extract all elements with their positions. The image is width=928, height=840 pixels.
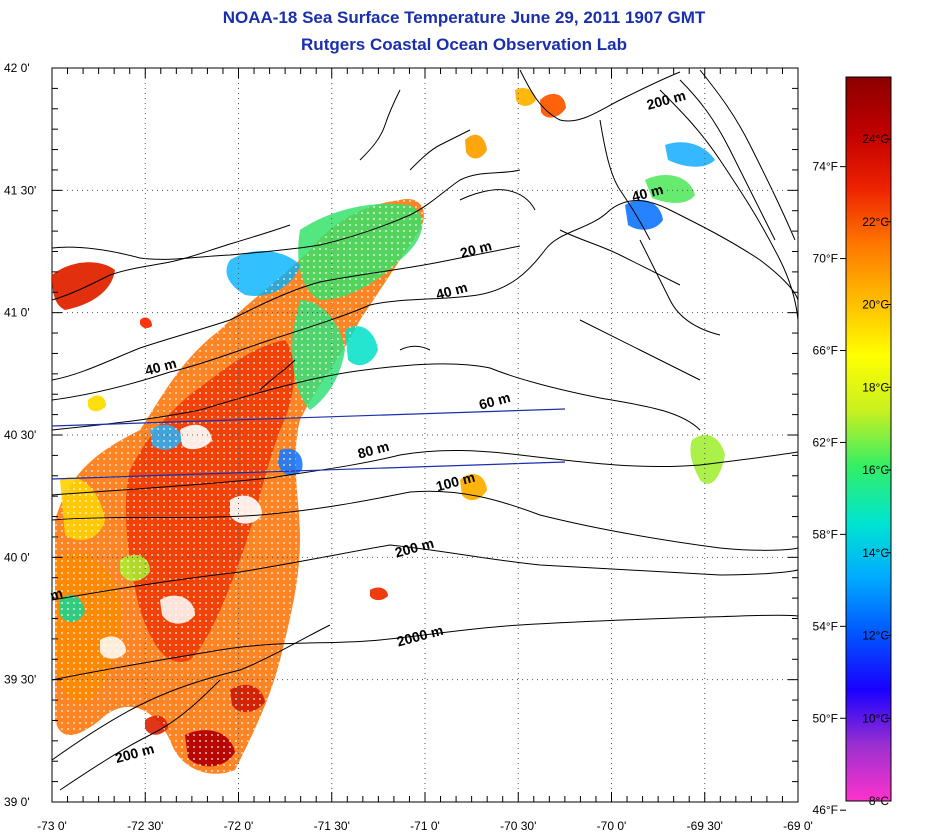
colorbar-label-fahrenheit: 70°F: [813, 252, 838, 266]
lon-tick-label: -70 30': [500, 819, 536, 833]
lon-tick-label: -69 0': [783, 819, 813, 833]
lon-tick-label: -71 30': [314, 819, 350, 833]
colorbar-label-celsius: 18°C: [862, 380, 889, 394]
contour-label: 40 m: [143, 355, 178, 379]
lon-tick-label: -70 0': [597, 819, 627, 833]
colorbar: 24°C 22°C 20°C 18°C 16°C 14°C 12°C 10°C 8°C 74°F 7…: [813, 76, 892, 817]
colorbar-label-celsius: 14°C: [862, 546, 889, 560]
lat-tick-label: 40 0': [4, 550, 30, 564]
contour-label: m: [48, 585, 64, 604]
colorbar-label-fahrenheit: 74°F: [813, 160, 838, 174]
colorbar-label-celsius: 24°C: [862, 132, 889, 146]
colorbar-label-celsius: 10°C: [862, 711, 889, 725]
colorbar-gradient: [845, 76, 892, 802]
lat-tick-label: 41 30': [4, 183, 36, 197]
colorbar-label-celsius: 22°C: [862, 215, 889, 229]
contour-label: 40 m: [434, 279, 469, 303]
colorbar-label-celsius: 16°C: [862, 463, 889, 477]
lat-tick-label: 40 30': [4, 428, 36, 442]
lon-tick-label: -72 0': [224, 819, 254, 833]
colorbar-label-celsius: 12°C: [862, 629, 889, 643]
axis-labels: -73 0' -72 30' -72 0' -71 30' -71 0' -70 30' -…: [4, 61, 813, 833]
lat-tick-label: 39 0': [4, 795, 30, 809]
contour-label: 20 m: [458, 237, 493, 261]
colorbar-label-fahrenheit: 58°F: [813, 527, 838, 541]
colorbar-label-fahrenheit: 46°F: [813, 803, 838, 817]
colorbar-ticks: 24°C 22°C 20°C 18°C 16°C 14°C 12°C 10°C 8°C 74°F 7…: [813, 132, 891, 817]
transect-lines: [52, 408, 566, 480]
colorbar-label-celsius: 20°C: [862, 298, 889, 312]
colorbar-label-fahrenheit: 54°F: [813, 619, 838, 633]
map-title: NOAA-18 Sea Surface Temperature June 29,…: [222, 8, 706, 27]
lon-tick-label: -69 30': [687, 819, 723, 833]
lon-tick-label: -73 0': [37, 819, 67, 833]
colorbar-label-fahrenheit: 50°F: [813, 711, 838, 725]
map-subtitle: Rutgers Coastal Ocean Observation Lab: [301, 35, 627, 54]
bathymetry-contours: [52, 69, 798, 791]
lat-tick-label: 39 30': [4, 673, 36, 687]
colorbar-label-celsius: 8°C: [869, 794, 889, 808]
lat-tick-label: 42 0': [4, 61, 30, 75]
contour-label: 80 m: [356, 438, 391, 462]
colorbar-label-fahrenheit: 66°F: [813, 344, 838, 358]
lat-tick-label: 41 0': [4, 306, 30, 320]
colorbar-label-fahrenheit: 62°F: [813, 435, 838, 449]
contour-label: 40 m: [630, 181, 665, 205]
lon-tick-label: -71 0': [410, 819, 440, 833]
axis-ticks: [51, 67, 799, 803]
lon-tick-label: -72 30': [127, 819, 163, 833]
contour-label: 60 m: [477, 389, 512, 413]
